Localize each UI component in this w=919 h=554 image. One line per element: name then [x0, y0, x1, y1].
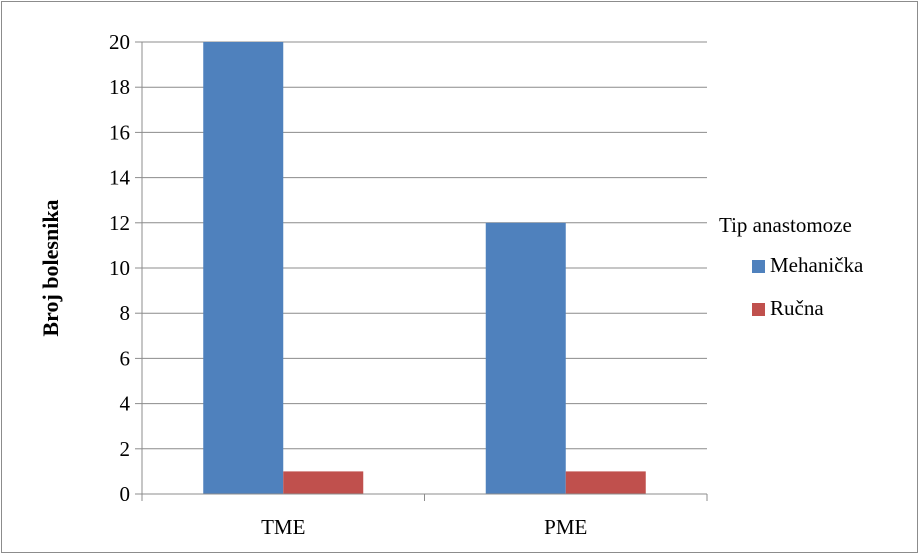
- y-axis-title: Broj bolesnika: [38, 199, 63, 336]
- y-tick-label: 20: [109, 30, 130, 54]
- bar-mehanicka: [203, 42, 284, 494]
- legend-swatch: [752, 303, 765, 316]
- y-tick-label: 16: [109, 120, 130, 144]
- y-tick-label: 4: [120, 392, 131, 416]
- y-tick-label: 12: [109, 211, 130, 235]
- legend-label: Ručna: [770, 296, 824, 320]
- y-tick-label: 8: [120, 301, 131, 325]
- legend-title: Tip anastomoze: [719, 213, 852, 237]
- legend-swatch: [752, 260, 765, 273]
- bar-rucna: [283, 471, 364, 494]
- bars: [203, 42, 646, 495]
- legend: Tip anastomoze Mehanička Ručna: [719, 213, 864, 320]
- y-tick-label: 14: [109, 166, 131, 190]
- tick-labels: 0 2 4 6 8 10 12 14 16 18 20 TME PME: [109, 30, 587, 539]
- y-tick-label: 2: [120, 437, 131, 461]
- bar-rucna: [565, 471, 646, 494]
- legend-label: Mehanička: [770, 253, 864, 277]
- y-tick-label: 6: [120, 346, 131, 370]
- x-tick-label: PME: [544, 515, 587, 539]
- y-tick-label: 10: [109, 256, 130, 280]
- bar-mehanicka: [485, 222, 566, 495]
- y-tick-label: 0: [120, 482, 131, 506]
- y-tick-label: 18: [109, 75, 130, 99]
- x-tick-label: TME: [261, 515, 305, 539]
- axes: [135, 41, 708, 501]
